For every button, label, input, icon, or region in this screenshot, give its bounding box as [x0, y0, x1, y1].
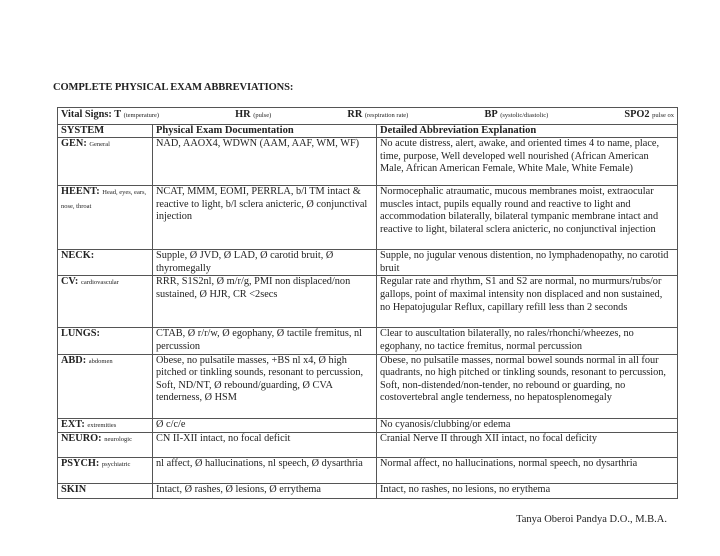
signature: Tanya Oberoi Pandya D.O., M.B.A.: [516, 514, 667, 525]
system-name: GEN:: [61, 138, 87, 150]
vital-label: Vital Signs: T: [61, 109, 122, 120]
system-name: NEURO:: [61, 433, 102, 445]
vital-signs-row: Vital Signs: T (temperature) HR (pulse) RR…: [56, 107, 679, 125]
system-name: CV:: [61, 276, 79, 288]
system-cell: LUNGS:: [57, 327, 153, 355]
table-row: PSYCH: psychiatric nl affect, Ø hallucin…: [57, 457, 679, 485]
vital-note: (systolic/diastolic): [500, 112, 549, 119]
vital-note: (respiration rate): [364, 112, 409, 119]
documentation-cell: NCAT, MMM, EOMI, PERRLA, b/l TM intact &…: [152, 185, 377, 251]
system-cell: NECK:: [57, 249, 153, 277]
system-cell: SKIN: [57, 483, 153, 500]
table-row: NEURO: neurologic CN II-XII intact, no f…: [57, 432, 679, 459]
vital-sign: RR (respiration rate): [347, 109, 408, 123]
vital-signs: Vital Signs: T (temperature) HR (pulse) RR…: [61, 109, 674, 123]
vital-label: BP: [484, 109, 498, 120]
explanation-cell: Intact, no rashes, no lesions, no erythe…: [375, 483, 679, 500]
system-name: HEENT:: [61, 186, 100, 198]
header-documentation: Physical Exam Documentation: [152, 123, 377, 139]
system-note: Head, eyes, ears, nose, throat: [61, 189, 147, 210]
vital-sign: Vital Signs: T (temperature): [61, 109, 159, 123]
document-title: COMPLETE PHYSICAL EXAM ABBREVIATIONS:: [53, 82, 294, 93]
documentation-cell: Obese, no pulsatile masses, +BS nl x4, Ø…: [152, 353, 377, 419]
system-name: NECK:: [61, 250, 95, 262]
explanation-cell: Normal affect, no hallucinations, normal…: [375, 457, 679, 485]
explanation-cell: Cranial Nerve II through XII intact, no …: [375, 432, 679, 459]
vital-sign: HR (pulse): [235, 109, 271, 123]
system-note: General: [89, 141, 110, 149]
system-cell: GEN: General: [57, 137, 153, 187]
documentation-cell: nl affect, Ø hallucinations, nl speech, …: [152, 457, 377, 485]
table-row: NECK: Supple, Ø JVD, Ø LAD, Ø carotid br…: [57, 249, 679, 277]
table-row: GEN: General NAD, AAOX4, WDWN (AAM, AAF,…: [57, 137, 679, 187]
system-name: EXT:: [61, 418, 85, 430]
system-cell: PSYCH: psychiatric: [57, 457, 153, 485]
system-cell: ABD: abdomen: [57, 353, 153, 419]
documentation-cell: RRR, S1S2nl, Ø m/r/g, PMI non displaced/…: [152, 275, 377, 329]
system-cell: NEURO: neurologic: [57, 432, 153, 459]
vital-label: HR: [235, 109, 251, 120]
vital-label: RR: [347, 109, 363, 120]
exam-table: Vital Signs: T (temperature) HR (pulse) RR…: [56, 107, 679, 500]
explanation-cell: Regular rate and rhythm, S1 and S2 are n…: [375, 275, 679, 329]
vital-note: pulse ox: [652, 112, 674, 119]
explanation-cell: No acute distress, alert, awake, and ori…: [375, 137, 679, 187]
documentation-cell: CTAB, Ø r/r/w, Ø egophany, Ø tactile fre…: [152, 327, 377, 355]
table-row: LUNGS: CTAB, Ø r/r/w, Ø egophany, Ø tact…: [57, 327, 679, 355]
vital-sign: BP (systolic/diastolic): [484, 109, 548, 123]
documentation-cell: Ø c/c/e: [152, 417, 377, 434]
system-name: LUNGS:: [61, 328, 100, 340]
explanation-cell: Supple, no jugular venous distention, no…: [375, 249, 679, 277]
system-cell: EXT: extremities: [57, 417, 153, 434]
vital-sign: SPO2 pulse ox: [624, 109, 674, 123]
table-row: CV: cardiovascular RRR, S1S2nl, Ø m/r/g,…: [57, 275, 679, 329]
table-row: ABD: abdomen Obese, no pulsatile masses,…: [57, 353, 679, 419]
system-note: abdomen: [88, 357, 113, 365]
vital-label: SPO2: [624, 109, 650, 120]
system-note: extremities: [87, 421, 117, 429]
system-cell: CV: cardiovascular: [57, 275, 153, 329]
system-note: neurologic: [104, 436, 132, 444]
system-name: ABD:: [61, 354, 87, 366]
table-row: SKIN Intact, Ø rashes, Ø lesions, Ø erry…: [57, 483, 679, 500]
system-note: cardiovascular: [80, 279, 119, 287]
explanation-cell: Normocephalic atraumatic, mucous membran…: [375, 185, 679, 251]
system-cell: HEENT: Head, eyes, ears, nose, throat: [57, 185, 153, 251]
system-note: psychiatric: [101, 461, 131, 469]
documentation-cell: Supple, Ø JVD, Ø LAD, Ø carotid bruit, Ø…: [152, 249, 377, 277]
explanation-cell: Clear to auscultation bilaterally, no ra…: [375, 327, 679, 355]
explanation-cell: No cyanosis/clubbing/or edema: [375, 417, 679, 434]
system-name: PSYCH:: [61, 458, 100, 470]
system-name: SKIN: [61, 484, 87, 496]
header-explanation: Detailed Abbreviation Explanation: [375, 123, 679, 139]
documentation-cell: NAD, AAOX4, WDWN (AAM, AAF, WM, WF): [152, 137, 377, 187]
vital-note: (pulse): [253, 112, 272, 119]
header-system: SYSTEM: [57, 123, 153, 139]
documentation-cell: CN II-XII intact, no focal deficit: [152, 432, 377, 459]
vital-note: (temperature): [123, 112, 160, 119]
explanation-cell: Obese, no pulsatile masses, normal bowel…: [375, 353, 679, 419]
header-row: SYSTEM Physical Exam Documentation Detai…: [57, 123, 679, 139]
table-row: HEENT: Head, eyes, ears, nose, throat NC…: [57, 185, 679, 251]
documentation-cell: Intact, Ø rashes, Ø lesions, Ø errythema: [152, 483, 377, 500]
table-row: EXT: extremities Ø c/c/e No cyanosis/clu…: [57, 417, 679, 434]
